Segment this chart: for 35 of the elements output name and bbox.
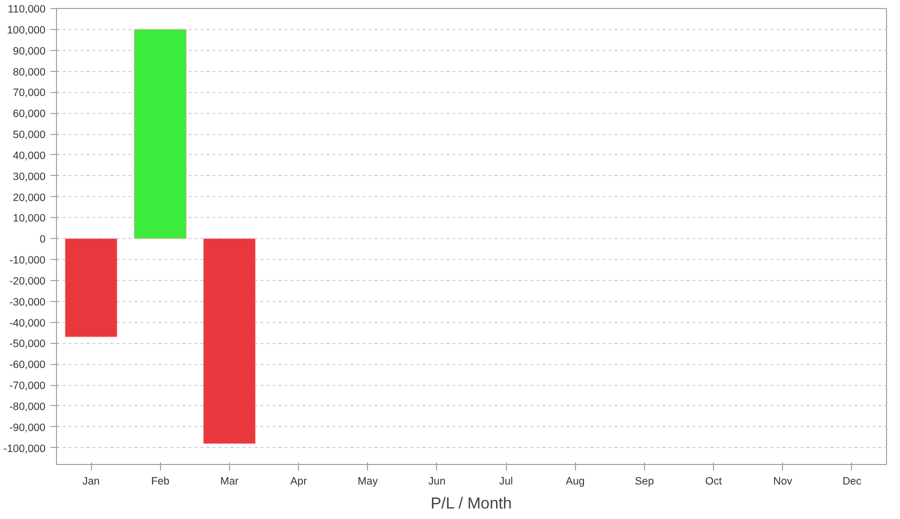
x-tick-label: Apr: [290, 476, 308, 488]
y-tick-label: -60,000: [9, 359, 46, 372]
y-tick-label: 80,000: [12, 66, 46, 78]
x-tick-label: Jan: [82, 476, 100, 488]
x-tick-label: Sep: [634, 476, 654, 488]
y-tick-label: -40,000: [9, 317, 46, 330]
x-tick-label: Feb: [151, 476, 170, 488]
x-tick-label: Oct: [705, 476, 722, 488]
y-tick-label: 70,000: [12, 87, 46, 100]
y-tick-label: 30,000: [12, 170, 46, 183]
y-tick-label: -20,000: [9, 275, 46, 288]
y-tick-label: 40,000: [12, 150, 46, 162]
x-axis-title: P/L / Month: [430, 496, 512, 512]
y-tick-label: 0: [40, 234, 46, 246]
x-tick-label: May: [358, 476, 378, 488]
y-tick-label: 60,000: [12, 108, 46, 120]
y-tick-label: 90,000: [12, 45, 46, 58]
y-tick-label: -10,000: [9, 254, 46, 267]
y-tick-label: -30,000: [9, 296, 46, 308]
x-tick-label: Dec: [842, 476, 862, 488]
y-tick-label: 20,000: [12, 192, 46, 204]
x-tick-label: Aug: [566, 476, 585, 488]
y-tick-label: -80,000: [9, 400, 46, 413]
y-tick-label: -90,000: [9, 422, 46, 434]
y-tick-label: 110,000: [8, 4, 46, 16]
y-tick-label: -100,000: [3, 442, 46, 455]
y-tick-label: 100,000: [6, 24, 46, 36]
x-tick-label: Jul: [499, 476, 513, 488]
y-tick-label: -50,000: [9, 338, 46, 350]
x-tick-label: Mar: [220, 476, 240, 488]
y-tick-label: 50,000: [12, 129, 46, 142]
x-tick-label: Jun: [428, 476, 446, 488]
y-tick-label: 10,000: [12, 212, 46, 225]
x-tick-label: Nov: [773, 476, 793, 488]
y-tick-label: -70,000: [9, 380, 46, 392]
